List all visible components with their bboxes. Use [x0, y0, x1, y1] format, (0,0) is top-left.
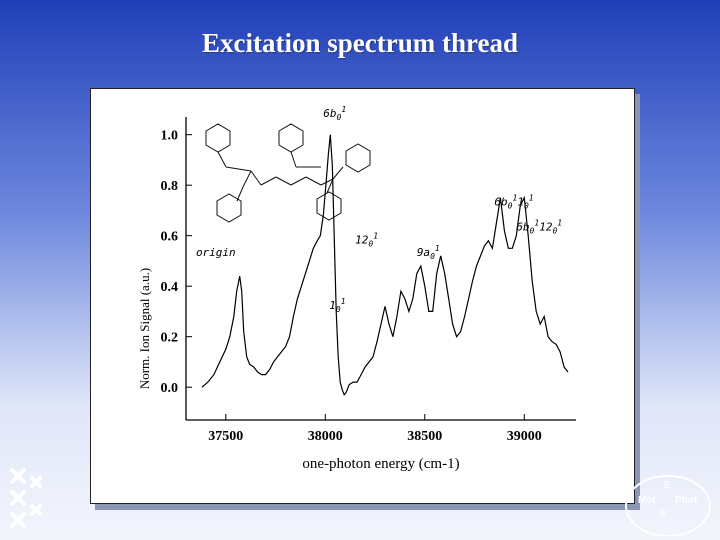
peak-annotation: 6b01101 — [494, 193, 533, 210]
peak-annotation: 9a01 — [417, 244, 440, 261]
molecule-structure-icon — [205, 123, 371, 223]
x-axis-label: one-photon energy (cm-1) — [302, 456, 459, 472]
logo-letter-e: E — [664, 480, 671, 491]
y-tick-label: 0.6 — [161, 230, 179, 245]
spectrum-trace — [201, 134, 569, 397]
slide-title: Excitation spectrum thread — [202, 28, 518, 58]
y-axis-label: Norm. Ion Signal (a.u.) — [137, 268, 152, 389]
spectrum-chart: 0.0 0.2 0.4 0.6 0.8 1.0 37500 38000 38500 39000 o… — [137, 105, 576, 472]
logo-word-mol: Mol — [638, 495, 656, 506]
y-tick-label: 0.4 — [161, 280, 179, 295]
peak-annotation: 1201 — [355, 231, 378, 248]
peak-annotation: 6b011201 — [516, 219, 562, 236]
y-tick-label: 0.0 — [161, 381, 179, 396]
y-tick-label: 1.0 — [161, 129, 179, 144]
molphoes-logo: E Mol Phot S — [622, 472, 714, 536]
x-tick-label: 38000 — [308, 429, 343, 444]
peak-annotation: origin — [196, 246, 236, 259]
figure-panel: 0.0 0.2 0.4 0.6 0.8 1.0 37500 38000 38500 39000 o… — [90, 88, 635, 504]
logo-word-phot: Phot — [675, 495, 698, 506]
molphoes-circle-icon — [625, 475, 711, 536]
x-tick-label: 37500 — [208, 429, 243, 444]
x-tick-label: 39000 — [507, 429, 542, 444]
y-tick-label: 0.2 — [161, 331, 179, 346]
y-tick-label: 0.8 — [161, 179, 179, 194]
university-crest-icon — [10, 468, 42, 528]
peak-annotation: 101 — [329, 297, 345, 314]
x-tick-label: 38500 — [407, 429, 442, 444]
logo-letter-s: S — [659, 508, 666, 519]
peak-annotation: 6b01 — [323, 105, 346, 122]
